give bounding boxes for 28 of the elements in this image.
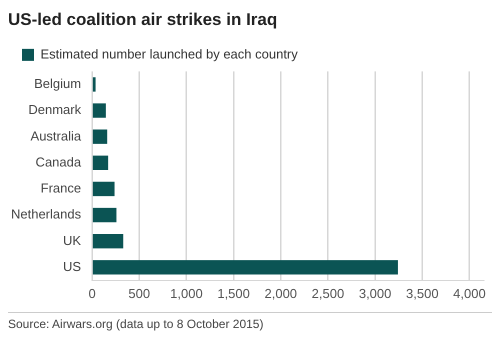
- x-tick-label: 2,000: [264, 286, 298, 301]
- x-tick-label: 0: [88, 286, 96, 301]
- x-tick-label: 2,500: [312, 286, 344, 301]
- source-note: Source: Airwars.org (data up to 8 October 2015): [8, 317, 264, 331]
- x-tick-label: 500: [128, 286, 150, 301]
- bar: [92, 77, 96, 92]
- y-tick-label: Netherlands: [10, 206, 82, 222]
- bar: [92, 103, 106, 118]
- chart-title: US-led coalition air strikes in Iraq: [8, 10, 278, 29]
- bar: [92, 260, 398, 275]
- x-tick-label: 3,500: [406, 286, 439, 301]
- x-tick-label: 3,000: [358, 286, 392, 301]
- y-tick-label: US: [63, 258, 82, 274]
- y-tick-label: UK: [63, 232, 82, 248]
- y-tick-label: Canada: [36, 154, 82, 170]
- x-tick-label: 4,000: [453, 286, 486, 301]
- bar: [92, 208, 116, 222]
- bar: [92, 182, 115, 196]
- y-tick-label: Australia: [30, 128, 82, 144]
- legend-label: Estimated number launched by each country: [40, 46, 298, 62]
- x-tick-label: 1,000: [170, 286, 203, 301]
- y-tick-label: France: [40, 180, 82, 196]
- y-tick-label: Belgium: [34, 76, 82, 92]
- y-tick-label: Denmark: [28, 102, 82, 118]
- bar: [92, 234, 124, 248]
- bar: [92, 129, 108, 144]
- bar: [92, 156, 108, 170]
- x-tick-label: 1,500: [217, 286, 250, 301]
